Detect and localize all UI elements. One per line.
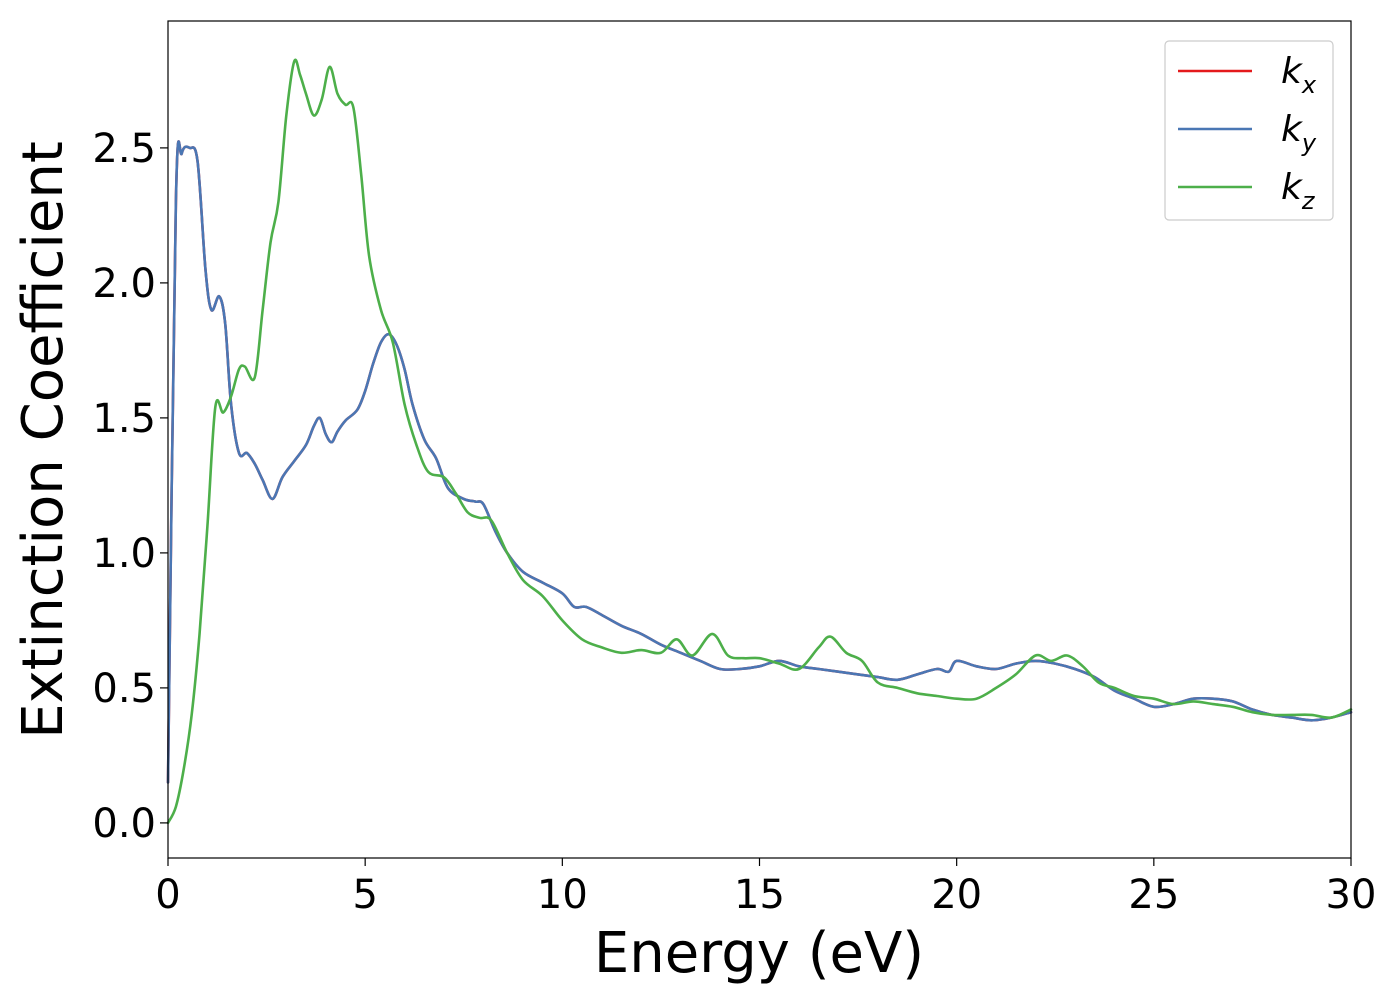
y-tick-label: 2.5 [92,126,156,172]
legend-label-ky: ky [1281,109,1317,157]
series-lines [166,58,1353,825]
series-line-kz [166,58,1353,825]
legend-label-base: k [1281,109,1304,150]
legend-box [1164,40,1334,221]
x-tick-label: 0 [155,872,180,918]
legend-label-subscript: x [1301,71,1317,99]
y-tick-label: 0.5 [92,666,156,712]
y-axis-title: Extinction Coefficient [11,141,76,739]
legend-label-kz: kz [1281,167,1316,215]
x-tick-label: 10 [537,872,588,918]
series-line-ky [166,140,1353,784]
x-axis-title: Energy (eV) [594,921,924,986]
y-axis: 0.0 0.5 1.0 1.5 2.0 2.5 [92,126,168,847]
x-tick-label: 15 [734,872,785,918]
legend-label-base: k [1281,51,1304,92]
y-tick-label: 2.0 [92,261,156,307]
x-tick-label: 30 [1326,872,1377,918]
x-tick-label: 20 [931,872,982,918]
x-axis: 0 5 10 15 20 25 30 [155,858,1376,918]
legend-label-kx: kx [1281,51,1317,99]
legend-label-base: k [1281,167,1304,208]
y-tick-label: 1.5 [92,396,156,442]
y-tick-label: 0.0 [92,801,156,847]
y-tick-label: 1.0 [92,531,156,577]
legend-label-subscript: y [1301,129,1317,157]
x-tick-label: 5 [352,872,377,918]
plot-area [168,21,1351,858]
x-tick-label: 25 [1128,872,1179,918]
legend-label-subscript: z [1301,187,1316,215]
